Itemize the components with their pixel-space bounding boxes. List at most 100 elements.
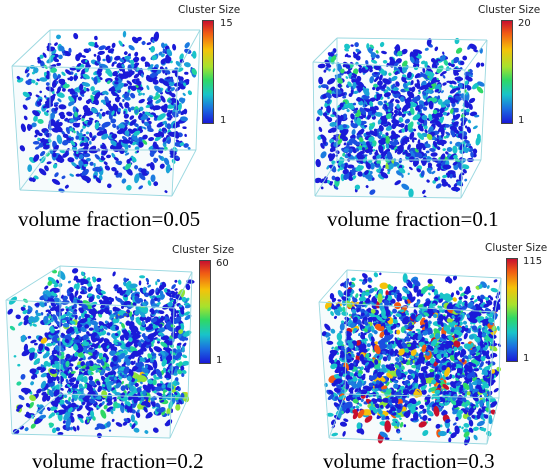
particle bbox=[61, 314, 67, 319]
particle bbox=[348, 137, 356, 143]
particle bbox=[154, 135, 162, 142]
particle bbox=[109, 376, 114, 381]
particle bbox=[349, 169, 354, 173]
particle bbox=[162, 335, 170, 341]
particle bbox=[356, 96, 362, 102]
particle bbox=[344, 43, 351, 50]
particle bbox=[472, 125, 478, 130]
particle bbox=[489, 344, 498, 352]
particle bbox=[112, 71, 119, 77]
particle bbox=[146, 42, 152, 46]
particle bbox=[398, 117, 404, 123]
particle bbox=[74, 394, 79, 398]
particle bbox=[155, 91, 159, 96]
particle bbox=[127, 106, 132, 113]
particle bbox=[434, 366, 438, 373]
particle bbox=[88, 145, 97, 153]
particle bbox=[333, 134, 336, 138]
particle bbox=[111, 343, 115, 348]
particle bbox=[142, 286, 147, 294]
particle bbox=[489, 296, 494, 301]
particle bbox=[372, 86, 376, 91]
particle bbox=[447, 183, 451, 188]
particle bbox=[61, 319, 67, 323]
particle bbox=[165, 387, 172, 391]
particle bbox=[47, 407, 51, 411]
particle bbox=[124, 329, 128, 333]
particle bbox=[121, 139, 131, 144]
particle bbox=[418, 124, 421, 128]
particle bbox=[429, 368, 434, 373]
particle bbox=[105, 77, 113, 83]
particle bbox=[425, 141, 429, 144]
particle bbox=[140, 56, 146, 62]
particle bbox=[66, 311, 71, 317]
particle bbox=[84, 59, 88, 63]
particle bbox=[453, 183, 458, 188]
particle bbox=[355, 165, 364, 172]
particle bbox=[123, 113, 129, 119]
particle bbox=[143, 121, 150, 127]
particle bbox=[339, 330, 343, 334]
particle bbox=[350, 113, 355, 120]
particle bbox=[49, 355, 54, 361]
particle bbox=[473, 434, 478, 441]
particle bbox=[344, 316, 350, 321]
particle bbox=[329, 181, 334, 185]
particle bbox=[34, 373, 38, 378]
particle bbox=[180, 308, 185, 315]
particle bbox=[474, 114, 480, 118]
particle bbox=[393, 113, 397, 117]
caption-volume-fraction: volume fraction=0.05 bbox=[18, 207, 201, 231]
particle bbox=[437, 430, 447, 437]
particle bbox=[382, 150, 388, 156]
particle bbox=[374, 130, 378, 137]
particle bbox=[379, 331, 385, 338]
particle bbox=[413, 128, 417, 132]
particle bbox=[340, 129, 349, 138]
particle bbox=[129, 59, 135, 65]
particle bbox=[106, 363, 110, 367]
particle bbox=[12, 428, 20, 435]
particle bbox=[165, 66, 168, 71]
particle bbox=[478, 367, 483, 370]
particle bbox=[92, 364, 98, 371]
particle bbox=[126, 80, 132, 86]
particle bbox=[137, 69, 142, 76]
particle bbox=[357, 84, 364, 93]
particle bbox=[454, 37, 460, 45]
particle bbox=[72, 387, 76, 391]
particle bbox=[81, 136, 85, 141]
particle bbox=[16, 404, 23, 410]
particle bbox=[337, 106, 342, 111]
particle bbox=[429, 85, 433, 88]
particle bbox=[167, 99, 172, 104]
particle bbox=[364, 124, 368, 128]
particle bbox=[25, 96, 31, 101]
particle bbox=[446, 382, 451, 386]
particle bbox=[156, 69, 162, 75]
particle bbox=[484, 342, 488, 346]
particle bbox=[105, 54, 111, 64]
particle bbox=[35, 309, 39, 314]
particle bbox=[401, 183, 410, 190]
particle bbox=[62, 295, 68, 301]
particle bbox=[162, 50, 166, 54]
particle bbox=[334, 366, 344, 374]
particle bbox=[85, 87, 90, 92]
particle bbox=[364, 170, 369, 175]
particle bbox=[181, 372, 185, 377]
particle bbox=[415, 152, 423, 158]
particle bbox=[125, 320, 131, 326]
particle bbox=[81, 118, 85, 122]
particle bbox=[101, 133, 109, 140]
particle bbox=[427, 75, 430, 79]
particle bbox=[154, 76, 158, 80]
particle bbox=[441, 90, 444, 94]
particle bbox=[128, 144, 131, 148]
particle bbox=[145, 316, 150, 324]
particle bbox=[111, 418, 115, 422]
particle bbox=[104, 373, 109, 378]
particle bbox=[421, 114, 428, 121]
particle bbox=[139, 311, 146, 318]
